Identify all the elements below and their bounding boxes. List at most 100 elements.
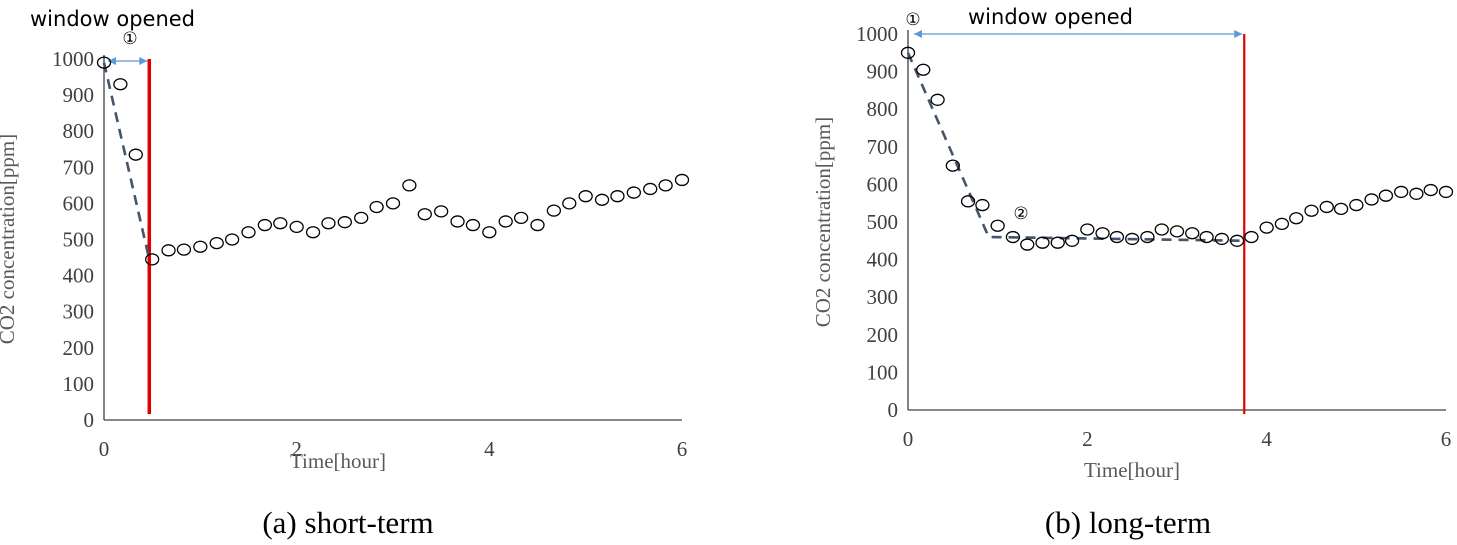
data-point <box>1125 232 1140 246</box>
data-point <box>594 193 610 206</box>
data-point <box>176 243 192 256</box>
x-tick-label: 0 <box>99 437 110 461</box>
data-point <box>530 218 545 232</box>
data-point <box>128 148 143 161</box>
data-point <box>1229 234 1245 247</box>
y-tick-label: 900 <box>867 60 899 84</box>
data-point <box>1095 227 1110 240</box>
data-point <box>1080 223 1095 236</box>
x-tick-label: 2 <box>1082 427 1093 451</box>
y-tick-label: 1000 <box>856 22 898 46</box>
trend-line <box>906 52 1245 243</box>
x-axis-label: Time[hour] <box>1084 458 1180 482</box>
data-point <box>161 244 176 257</box>
y-tick-label: 700 <box>867 135 899 159</box>
step-marker-2: ② <box>1013 204 1028 224</box>
data-point <box>1259 221 1274 234</box>
data-point <box>193 240 208 253</box>
data-point <box>321 217 336 230</box>
data-point <box>975 198 990 212</box>
data-point <box>1020 238 1035 251</box>
data-point <box>1394 185 1409 199</box>
data-point <box>1214 232 1229 246</box>
data-point <box>1319 200 1334 214</box>
data-point <box>916 63 931 76</box>
data-point <box>578 190 593 203</box>
data-point <box>643 182 658 196</box>
data-point <box>945 159 960 172</box>
data-point <box>1274 217 1290 231</box>
data-point <box>513 211 529 224</box>
data-point <box>450 215 465 228</box>
y-tick-label: 400 <box>63 264 95 288</box>
data-point <box>1289 212 1304 225</box>
x-tick-label: 6 <box>677 437 688 461</box>
data-point <box>1244 230 1259 244</box>
data-point <box>1199 230 1214 244</box>
y-tick-label: 700 <box>63 155 95 179</box>
x-tick-label: 4 <box>1261 427 1272 451</box>
y-tick-label: 800 <box>63 119 95 143</box>
y-tick-label: 400 <box>867 248 899 272</box>
y-tick-label: 500 <box>867 210 899 234</box>
data-point <box>257 218 273 232</box>
data-point <box>402 179 417 192</box>
data-point <box>1378 189 1394 202</box>
data-point <box>96 56 112 69</box>
data-point <box>960 195 976 208</box>
data-point <box>498 215 513 228</box>
y-tick-label: 800 <box>867 97 899 121</box>
y-tick-label: 0 <box>84 408 95 432</box>
y-axis-label: CO2 concentration[ppm] <box>811 117 835 328</box>
x-tick-label: 6 <box>1441 427 1452 451</box>
x-tick-label: 0 <box>903 427 914 451</box>
data-point <box>465 218 481 232</box>
y-tick-label: 600 <box>63 191 95 215</box>
data-point <box>562 197 577 210</box>
data-point <box>610 190 625 203</box>
data-point <box>990 219 1005 232</box>
panel-caption: (b) long-term <box>1045 505 1211 540</box>
y-tick-label: 200 <box>63 336 95 360</box>
data-point <box>674 173 690 187</box>
y-tick-label: 300 <box>63 300 95 324</box>
data-point <box>1185 227 1200 240</box>
data-point <box>417 208 432 221</box>
data-point <box>1364 193 1379 206</box>
data-point <box>1349 198 1364 212</box>
data-point <box>145 253 160 266</box>
y-tick-label: 100 <box>63 372 95 396</box>
x-tick-label: 2 <box>291 437 302 461</box>
data-point <box>1423 183 1438 197</box>
data-point <box>273 217 288 230</box>
data-point <box>1050 236 1065 249</box>
y-tick-label: 200 <box>867 323 899 347</box>
data-point <box>1035 236 1050 249</box>
data-point <box>1064 234 1080 247</box>
data-point <box>1140 230 1155 244</box>
data-point <box>1409 187 1424 200</box>
arrow-head-left <box>108 57 116 65</box>
window-opened-annotation: window opened <box>968 5 1133 29</box>
data-point <box>337 216 352 229</box>
y-tick-label: 900 <box>63 83 95 107</box>
data-point <box>930 93 945 106</box>
data-point <box>385 197 401 210</box>
trend-line <box>102 62 151 260</box>
data-point <box>900 46 916 59</box>
data-point <box>1333 202 1349 215</box>
data-point <box>289 220 304 234</box>
y-axis-label: CO2 concentration[ppm] <box>0 134 19 345</box>
data-point <box>658 179 673 192</box>
y-tick-label: 0 <box>888 398 899 422</box>
arrow-head-right <box>1234 30 1243 38</box>
data-point <box>1169 225 1185 238</box>
arrow-head-left <box>914 30 922 38</box>
chart-panel-short-term: 0 100 200 300 400 500 600 700 800 900 1000 0 2 4 6 Time… <box>0 7 690 540</box>
data-point <box>626 186 641 199</box>
data-point <box>369 200 384 214</box>
data-point <box>113 78 128 91</box>
data-point <box>1005 230 1021 244</box>
data-point <box>1109 230 1125 244</box>
